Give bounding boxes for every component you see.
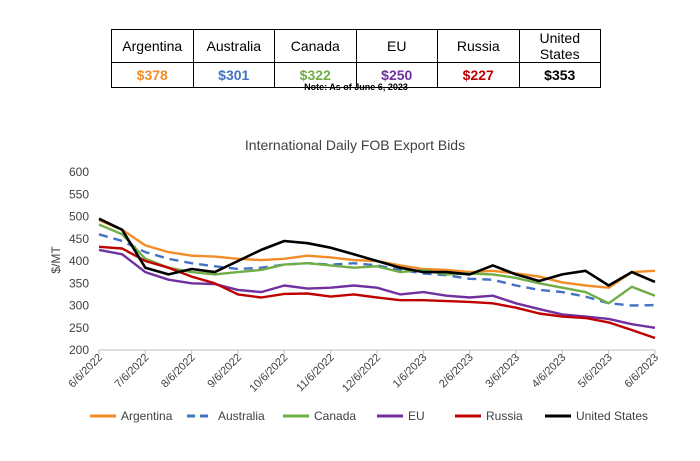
legend-label: Russia	[486, 409, 523, 423]
y-tick-label: 450	[69, 232, 89, 246]
chart-title: International Daily FOB Export Bids	[245, 137, 465, 153]
legend: Argentina Australia Canada EU Russia United S…	[90, 409, 648, 423]
country-price: $378	[111, 62, 194, 88]
x-tick-label: 1/6/2023	[391, 352, 430, 391]
series-line-united-states	[98, 217, 656, 287]
price-summary-table: Argentina Australia Canada EU Russia Uni…	[111, 29, 601, 88]
country-price: $250	[355, 62, 438, 88]
country-price: $322	[274, 62, 357, 88]
y-tick-label: 350	[69, 276, 89, 290]
x-tick-label: 10/6/2022	[247, 352, 290, 395]
x-tick-label: 6/6/2022	[66, 352, 105, 391]
y-tick-label: 300	[69, 299, 89, 313]
x-tick-label: 7/6/2022	[113, 352, 152, 391]
x-tick-label: 8/6/2022	[159, 352, 198, 391]
y-tick-label: 400	[69, 254, 89, 268]
country-price: $353	[518, 62, 601, 88]
x-tick-label: 2/6/2023	[437, 352, 476, 391]
series-line-eu	[98, 248, 656, 329]
y-axis: 200 250 300 350 400 450 500 550 600	[69, 165, 89, 357]
x-tick-label: 3/6/2023	[483, 352, 522, 391]
country-header-row: Argentina Australia Canada EU Russia Uni…	[111, 29, 601, 63]
series-line-argentina	[98, 218, 656, 289]
legend-label: Australia	[218, 409, 265, 423]
y-tick-label: 250	[69, 321, 89, 335]
country-price: $301	[192, 62, 275, 88]
y-tick-label: 200	[69, 343, 89, 357]
series-lines	[98, 217, 656, 340]
x-tick-label: 5/6/2023	[576, 352, 615, 391]
legend-label: United States	[576, 409, 648, 423]
y-tick-label: 550	[69, 187, 89, 201]
country-price: $227	[437, 62, 520, 88]
series-line-canada	[98, 223, 656, 305]
x-axis: 6/6/2022 7/6/2022 8/6/2022 9/6/2022 10/6/202…	[66, 350, 661, 395]
x-tick-label: 12/6/2022	[340, 352, 383, 395]
x-tick-label: 9/6/2022	[205, 352, 244, 391]
legend-label: Argentina	[121, 409, 173, 423]
x-tick-label: 11/6/2022	[294, 352, 337, 395]
country-name: Argentina	[111, 29, 194, 63]
x-tick-label: 6/6/2023	[622, 352, 661, 391]
price-row: $378 $301 $322 $250 $227 $353	[111, 62, 601, 88]
country-name: United States	[518, 29, 601, 63]
legend-label: Canada	[314, 409, 356, 423]
y-tick-label: 600	[69, 165, 89, 179]
series-line-russia	[98, 245, 656, 340]
country-name: Australia	[192, 29, 275, 63]
date-note: Note: As of June 6, 2023	[304, 82, 408, 92]
y-tick-label: 500	[69, 210, 89, 224]
y-axis-label: $/MT	[49, 246, 63, 274]
country-name: EU	[355, 29, 438, 63]
legend-label: EU	[408, 409, 425, 423]
series-line-australia	[98, 233, 656, 307]
x-tick-label: 4/6/2023	[530, 352, 569, 391]
